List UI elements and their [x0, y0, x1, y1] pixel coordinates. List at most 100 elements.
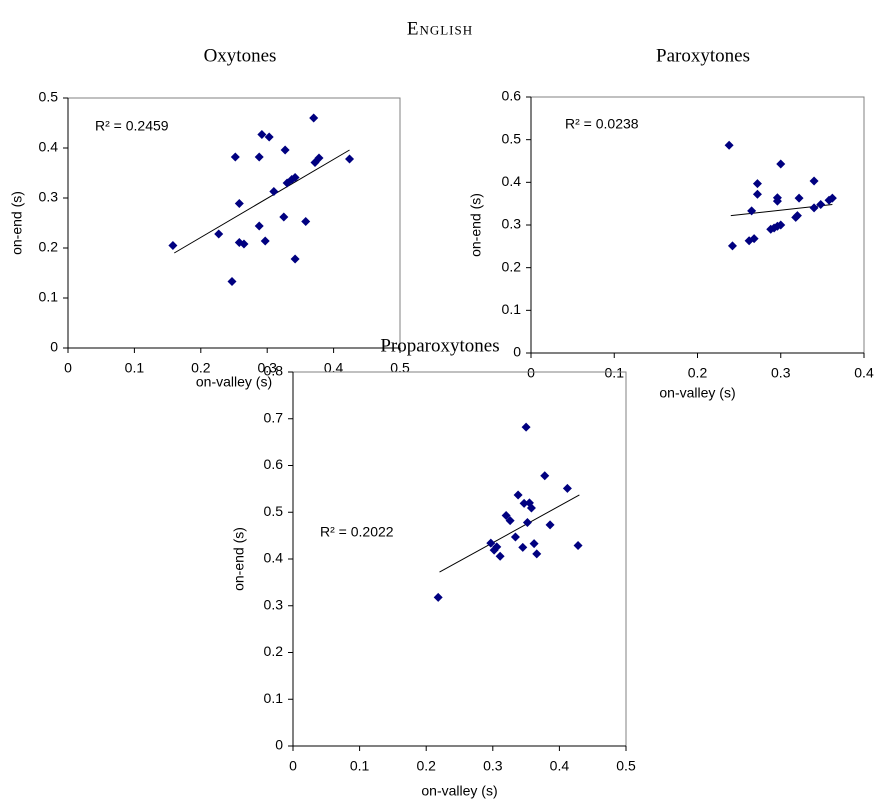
- data-point: [794, 193, 804, 203]
- data-point: [522, 518, 532, 528]
- x-tick-label: 0.2: [191, 360, 211, 376]
- data-point: [809, 203, 819, 213]
- data-point: [227, 277, 237, 286]
- x-tick-label: 0.4: [324, 360, 344, 376]
- x-tick-label: 0.3: [771, 365, 791, 381]
- y-tick-label: 0.5: [264, 503, 284, 519]
- data-point: [501, 511, 511, 521]
- plot-frame: [292, 371, 627, 747]
- trendline: [173, 149, 350, 254]
- y-tick-label: 0.1: [264, 690, 284, 706]
- data-point: [290, 254, 300, 264]
- data-point: [264, 132, 274, 142]
- x-tick-label: 0: [289, 758, 297, 774]
- data-point: [230, 152, 240, 162]
- data-point: [314, 153, 324, 163]
- data-point: [526, 503, 536, 513]
- data-point: [280, 145, 290, 155]
- data-point: [433, 592, 443, 602]
- data-point: [532, 549, 542, 559]
- data-point: [260, 236, 270, 246]
- x-tick-label: 0.1: [605, 365, 625, 381]
- chart: Proparoxytones00.10.20.30.40.50.60.70.80…: [231, 335, 636, 798]
- data-point: [772, 193, 782, 203]
- data-point: [816, 200, 826, 210]
- data-point: [254, 152, 264, 162]
- data-point: [492, 542, 502, 552]
- y-axis-label: on-end (s): [468, 193, 484, 257]
- data-point: [254, 221, 264, 231]
- data-point: [269, 187, 279, 196]
- y-tick-label: 0: [513, 344, 521, 360]
- y-tick-label: 0.2: [502, 258, 522, 274]
- x-tick-label: 0.3: [257, 360, 277, 376]
- data-point: [168, 241, 178, 250]
- trendline: [439, 494, 580, 573]
- x-tick-label: 0: [64, 360, 72, 376]
- data-point: [749, 234, 759, 244]
- data-point: [510, 532, 520, 542]
- x-axis-label: on-valley (s): [196, 374, 272, 390]
- y-axis-label: on-end (s): [231, 527, 247, 591]
- x-tick-label: 0: [527, 365, 535, 381]
- data-point: [257, 130, 267, 139]
- y-tick-label: 0: [275, 737, 283, 753]
- y-tick-label: 0.2: [39, 239, 59, 255]
- data-point: [521, 422, 531, 432]
- x-tick-label: 0.3: [483, 758, 503, 774]
- trendline: [730, 204, 833, 217]
- chart-title: Oxytones: [204, 45, 277, 66]
- y-tick-label: 0.7: [264, 409, 284, 425]
- data-point: [573, 540, 583, 550]
- x-axis-label: on-valley (s): [659, 385, 735, 401]
- data-point: [505, 516, 515, 526]
- data-point: [279, 212, 289, 222]
- data-point: [727, 241, 737, 251]
- y-tick-label: 0.4: [264, 550, 284, 566]
- data-point: [518, 542, 528, 552]
- data-point: [495, 551, 505, 561]
- data-point: [776, 220, 786, 230]
- y-tick-label: 0.3: [502, 216, 522, 232]
- y-tick-label: 0.6: [502, 88, 522, 104]
- x-axis-label: on-valley (s): [421, 783, 497, 799]
- plot-frame: [530, 96, 865, 354]
- y-tick-label: 0.1: [39, 289, 59, 305]
- x-tick-label: 0.4: [550, 758, 570, 774]
- data-point: [792, 211, 802, 221]
- annotation: R² = 0.2459: [95, 118, 169, 134]
- data-point: [752, 189, 762, 199]
- chart-title: Paroxytones: [656, 45, 750, 66]
- x-tick-label: 0.2: [416, 758, 436, 774]
- annotation: R² = 0.2022: [320, 524, 394, 540]
- y-tick-label: 0.4: [39, 139, 59, 155]
- data-point: [309, 113, 319, 123]
- data-point: [301, 217, 311, 226]
- y-tick-label: 0.2: [264, 643, 284, 659]
- data-point: [724, 140, 734, 150]
- x-tick-label: 0.4: [854, 365, 874, 381]
- data-point: [486, 538, 496, 548]
- y-axis-label: on-end (s): [9, 191, 25, 255]
- annotation: R² = 0.0238: [565, 116, 639, 132]
- x-tick-label: 0.1: [125, 360, 145, 376]
- data-point: [562, 483, 572, 493]
- y-tick-label: 0.4: [502, 173, 522, 189]
- data-point: [214, 229, 224, 239]
- y-tick-label: 0.5: [502, 130, 522, 146]
- y-tick-label: 0.6: [264, 456, 284, 472]
- data-point: [776, 159, 786, 169]
- data-point: [809, 176, 819, 186]
- data-point: [290, 173, 300, 182]
- y-tick-label: 0.5: [39, 89, 59, 105]
- data-point: [519, 498, 529, 508]
- data-point: [345, 154, 355, 164]
- chart-title: Proparoxytones: [380, 335, 499, 356]
- x-tick-label: 0.5: [390, 360, 410, 376]
- data-point: [239, 239, 249, 249]
- chart: Paroxytones 0 0.1 0.2 0.3 0.4 0.5 0.6 0 0.1 0.2 0.3…: [468, 45, 874, 400]
- x-tick-label: 0.2: [688, 365, 708, 381]
- data-point: [747, 206, 757, 216]
- y-tick-label: 0: [50, 339, 58, 355]
